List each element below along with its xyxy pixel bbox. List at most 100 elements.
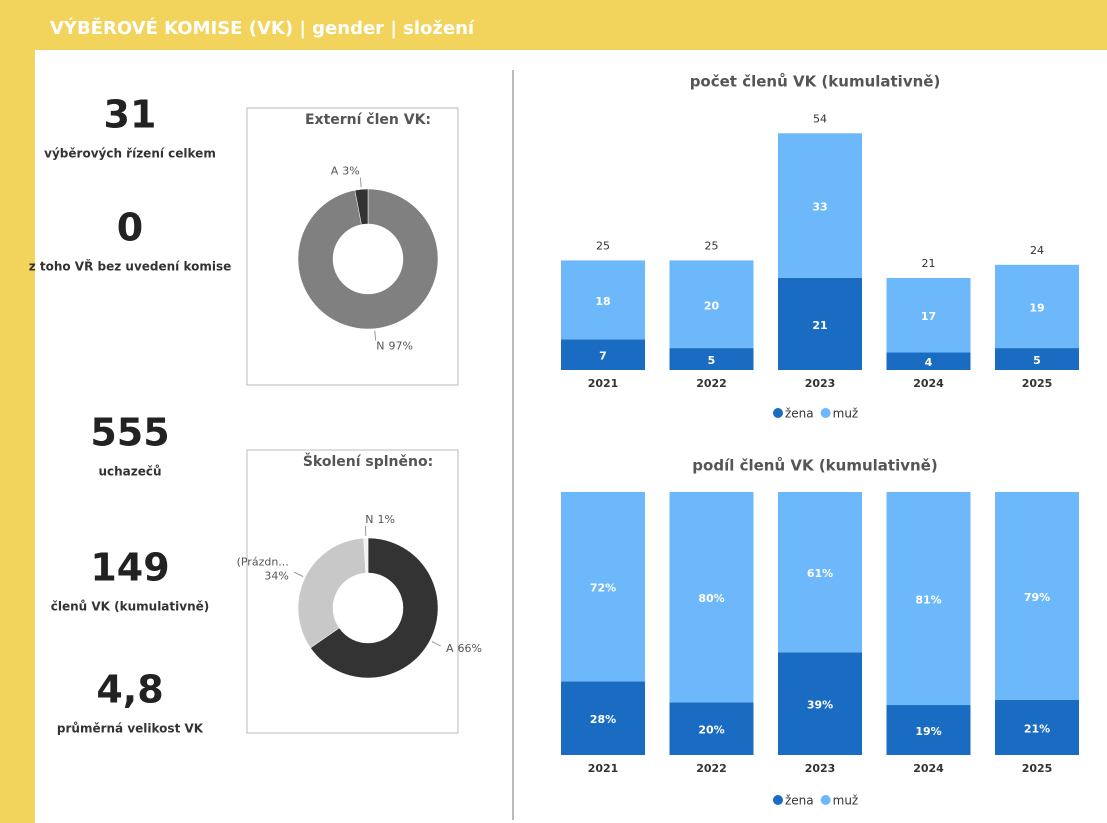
bar-segment — [778, 277, 862, 370]
kpi-label: uchazečů — [98, 465, 161, 479]
data-label: 5 — [1033, 354, 1041, 367]
total-label: 25 — [705, 239, 719, 252]
data-label: 20% — [698, 724, 724, 737]
x-tick-label: 2022 — [696, 762, 727, 775]
bar-segment — [886, 352, 971, 370]
data-label: 18 — [595, 295, 610, 308]
chart-title: počet členů VK (kumulativně) — [690, 73, 941, 91]
chart-title: podíl členů VK (kumulativně) — [692, 457, 937, 475]
data-label: 61% — [807, 567, 833, 580]
kpi-value: 555 — [90, 411, 169, 455]
x-tick-label: 2024 — [913, 377, 944, 390]
x-tick-label: 2024 — [913, 762, 944, 775]
bar-segment — [561, 260, 645, 340]
bar-segment — [886, 277, 971, 353]
slice-label: N 1% — [365, 513, 395, 526]
x-tick-label: 2021 — [588, 377, 619, 390]
data-label: 79% — [1024, 591, 1050, 604]
data-label: 39% — [807, 699, 833, 712]
legend-marker — [773, 408, 783, 418]
bar-segment — [669, 348, 754, 370]
data-label: 5 — [708, 354, 716, 367]
kpi-label: průměrná velikost VK — [57, 722, 204, 736]
data-label: 28% — [590, 713, 616, 726]
legend-marker — [820, 408, 831, 418]
card — [246, 449, 459, 734]
card — [246, 107, 459, 386]
legend-marker — [773, 795, 783, 805]
slice-category: N — [376, 340, 384, 353]
legend-label: muž — [833, 407, 859, 421]
leader-line — [374, 330, 377, 341]
total-label: 54 — [813, 112, 827, 125]
slice-label: (Prázdn... 34% — [237, 556, 289, 583]
x-tick-label: 2022 — [696, 377, 727, 390]
data-label: 21% — [1024, 722, 1050, 735]
data-label: 80% — [698, 592, 724, 605]
kpi-value: 0 — [117, 206, 143, 250]
bar-segment — [669, 492, 754, 703]
leader-line — [431, 640, 441, 647]
slice-label: N 97% — [376, 340, 413, 353]
slice-category: A — [446, 642, 454, 655]
bar-segment — [669, 702, 754, 755]
slice-value: 97% — [389, 340, 413, 353]
bar-segment — [886, 492, 971, 706]
kpi-value: 31 — [104, 93, 157, 137]
legend-label: muž — [833, 794, 859, 808]
kpi-value: 4,8 — [96, 668, 163, 712]
kpi-label: z toho VŘ bez uvedení komise — [29, 259, 232, 274]
bar-segment — [778, 492, 862, 653]
slice-category: (Prázdn... — [237, 556, 289, 569]
header-title: VÝBĚROVÉ KOMISE (VK) | gender | složení — [50, 17, 475, 39]
x-tick-label: 2021 — [588, 762, 619, 775]
slice-category: N — [365, 513, 373, 526]
slice-value: 1% — [377, 513, 394, 526]
bar-segment — [778, 133, 862, 278]
bar-segment — [886, 705, 971, 755]
slice-label: A 3% — [331, 164, 360, 177]
data-label: 7 — [599, 350, 607, 363]
legend-marker — [820, 795, 831, 805]
x-tick-label: 2025 — [1022, 762, 1053, 775]
chart-title: Školení splněno: — [303, 452, 433, 470]
total-label: 25 — [596, 239, 610, 252]
slice-category: A — [331, 164, 339, 177]
slice-value: 66% — [458, 642, 482, 655]
x-tick-label: 2023 — [805, 762, 836, 775]
legend-label: žena — [785, 794, 814, 808]
bar-segment — [561, 339, 645, 370]
total-label: 21 — [922, 257, 936, 270]
bar-segment — [778, 652, 862, 755]
donut-slice — [297, 188, 439, 330]
kpi-value: 149 — [90, 546, 169, 590]
slice-value: 3% — [342, 164, 359, 177]
leader-line — [293, 571, 304, 578]
x-tick-label: 2023 — [805, 377, 836, 390]
data-label: 4 — [925, 356, 933, 369]
donut-slice — [310, 537, 439, 679]
data-label: 20 — [704, 299, 720, 312]
bar-segment — [995, 348, 1079, 370]
bar-segment — [561, 681, 645, 755]
bar-segment — [995, 699, 1079, 755]
bar-segment — [995, 492, 1079, 700]
total-label: 24 — [1030, 244, 1044, 257]
donut-slice — [363, 537, 369, 574]
legend-label: žena — [785, 407, 814, 421]
slice-value: 34% — [264, 570, 288, 583]
leader-line — [359, 177, 362, 188]
donut-slice — [297, 537, 367, 649]
bar-segment — [995, 264, 1079, 349]
data-label: 72% — [590, 582, 616, 595]
data-label: 81% — [915, 594, 941, 607]
donut-slice — [354, 188, 369, 225]
bar-segment — [561, 492, 645, 682]
bar-segment — [669, 260, 754, 349]
data-label: 33 — [812, 201, 827, 214]
data-label: 21 — [812, 319, 827, 332]
kpi-label: členů VK (kumulativně) — [51, 600, 210, 614]
kpi-label: výběrových řízení celkem — [44, 147, 216, 161]
data-label: 17 — [921, 310, 936, 323]
